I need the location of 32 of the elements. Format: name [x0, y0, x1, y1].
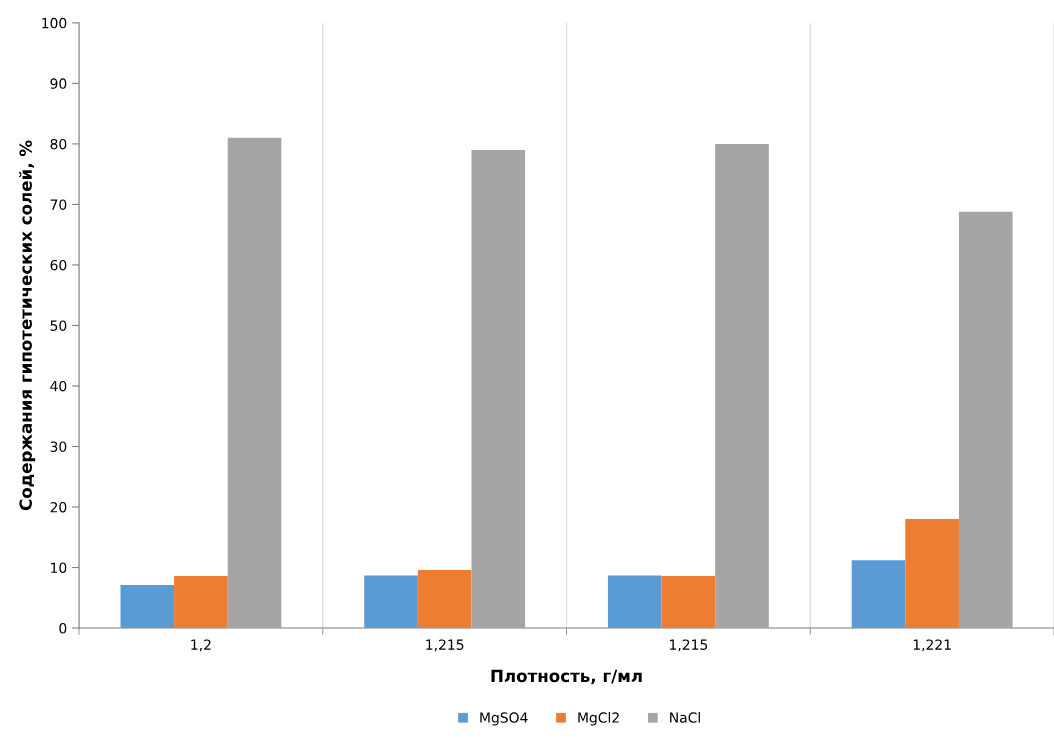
x-tick-label: 1,2 — [191, 639, 211, 652]
x-tick-label: 1,215 — [426, 639, 464, 652]
y-tick-label: 60 — [50, 259, 67, 271]
bar — [174, 575, 228, 629]
y-tick-label: 20 — [50, 501, 67, 513]
y-tick-label: 100 — [42, 17, 67, 29]
legend-label: MgSO4 — [480, 712, 528, 726]
y-axis-title: Содержания гипотетических солей, % — [18, 140, 36, 511]
y-tick-label: 90 — [50, 78, 67, 89]
bar — [851, 560, 906, 629]
legend-label: NaCl — [670, 712, 700, 723]
y-tick-label: 70 — [50, 199, 67, 210]
y-tick-label: 50 — [50, 320, 67, 331]
bar — [120, 585, 175, 629]
bar — [905, 519, 959, 629]
bar — [227, 137, 282, 629]
bar — [364, 575, 418, 629]
bar — [661, 575, 716, 629]
legend-label: MgCl2 — [578, 712, 619, 726]
bar — [417, 569, 472, 629]
x-tick-label: 1,215 — [670, 639, 708, 652]
x-tick-label: 1,221 — [913, 639, 951, 652]
y-tick-label: 10 — [51, 562, 67, 573]
y-tick-label: 30 — [50, 441, 67, 452]
x-axis-title: Плотность, г/мл — [491, 669, 642, 685]
bar — [471, 149, 526, 629]
bar — [715, 143, 769, 629]
y-tick-label: 0 — [59, 623, 67, 634]
bar — [607, 575, 662, 629]
y-tick-label: 40 — [50, 380, 67, 392]
y-tick-label: 80 — [50, 138, 67, 150]
bar — [958, 211, 1013, 629]
